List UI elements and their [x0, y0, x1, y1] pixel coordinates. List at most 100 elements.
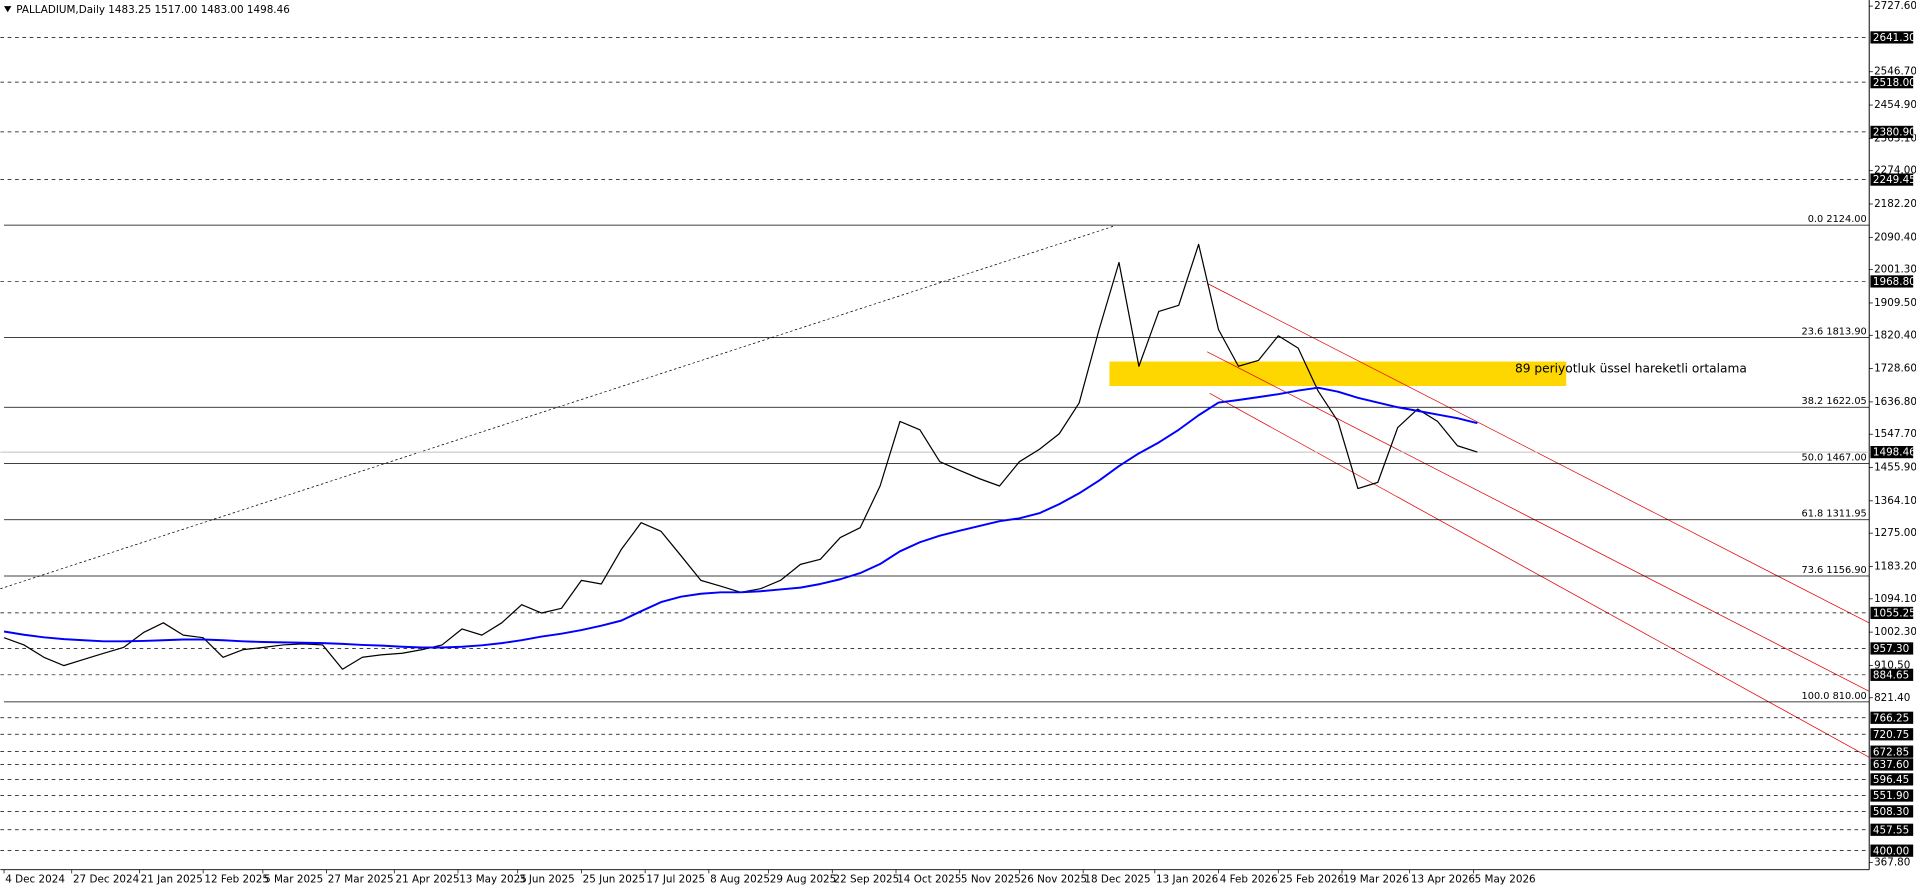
price-level-box — [1870, 606, 1914, 620]
ohlc-values: 1483.25 1517.00 1483.00 1498.46 — [108, 4, 290, 16]
price-level-box — [1870, 31, 1914, 44]
price-level-label: 457.55 — [1873, 824, 1909, 836]
fib-label: 50.0 1467.00 — [1802, 452, 1867, 463]
price-level-box — [1870, 745, 1914, 758]
price-level-label: 400.00 — [1873, 845, 1909, 857]
price-level-box — [1870, 823, 1914, 836]
price-level-label: 596.45 — [1873, 774, 1909, 786]
x-tick-label: 17 Jul 2025 — [646, 873, 705, 885]
y-tick-label: 1364.10 — [1874, 495, 1916, 507]
price-level-label: 957.30 — [1873, 643, 1909, 655]
x-tick-label: 27 Mar 2025 — [328, 873, 394, 885]
y-tick-label: 1455.90 — [1874, 462, 1916, 474]
x-tick-label: 5 Mar 2025 — [264, 873, 323, 885]
y-tick-label: 2182.20 — [1874, 198, 1916, 210]
price-level-box — [1870, 758, 1914, 771]
x-tick-label: 12 Feb 2025 — [204, 873, 269, 885]
x-tick-label: 25 Jun 2025 — [583, 873, 645, 885]
x-tick-label: 21 Jan 2025 — [141, 873, 203, 885]
price-level-box — [1870, 805, 1914, 818]
x-tick-label: 21 Apr 2025 — [395, 873, 459, 885]
support-zone — [1109, 361, 1567, 386]
price-level-label: 551.90 — [1873, 790, 1909, 802]
price-level-box — [1870, 844, 1914, 857]
price-level-label: 720.75 — [1873, 729, 1909, 741]
channel-middle — [1207, 351, 1870, 692]
y-tick-label: 821.40 — [1874, 692, 1910, 704]
y-tick-label: 1094.10 — [1874, 593, 1916, 605]
y-tick-label: 367.80 — [1874, 856, 1910, 868]
chart-header: PALLADIUM,Daily 1483.25 1517.00 1483.00 … — [16, 4, 290, 16]
x-tick-label: 4 Dec 2024 — [5, 873, 65, 885]
price-level-label: 2249.45 — [1873, 174, 1916, 186]
x-tick-label: 14 Oct 2025 — [897, 873, 961, 885]
x-tick-label: 29 Aug 2025 — [770, 873, 836, 885]
y-tick-label: 1820.40 — [1874, 329, 1916, 341]
y-tick-label: 910.50 — [1874, 659, 1910, 671]
y-tick-label: 1909.50 — [1874, 297, 1916, 309]
price-level-label: 637.60 — [1873, 759, 1909, 771]
header-icon — [4, 6, 12, 13]
x-tick-label: 18 Dec 2025 — [1084, 873, 1150, 885]
x-tick-label: 5 Nov 2025 — [961, 873, 1021, 885]
price-level-box — [1870, 642, 1914, 655]
y-tick-label: 2454.90 — [1874, 99, 1916, 111]
price-level-label: 2380.90 — [1873, 127, 1916, 139]
price-level-label: 884.65 — [1873, 669, 1909, 681]
last-price-label: 1498.46 — [1873, 447, 1916, 459]
y-tick-label: 2546.70 — [1874, 66, 1916, 78]
annotation: 89 periyotluk üssel hareketli ortalama — [1515, 361, 1747, 375]
price-level-box — [1870, 728, 1914, 741]
price-level-label: 1968.80 — [1873, 276, 1916, 288]
y-tick-label: 1002.30 — [1874, 626, 1916, 638]
channel-lower — [1209, 392, 1870, 758]
y-tick-label: 1547.70 — [1874, 428, 1916, 440]
fib-label: 38.2 1622.05 — [1802, 396, 1867, 407]
x-tick-label: 13 Jan 2026 — [1156, 873, 1218, 885]
price-line — [3, 243, 1478, 670]
x-tick-label: 26 Nov 2025 — [1021, 873, 1087, 885]
y-tick-label: 1636.80 — [1874, 396, 1916, 408]
fib-label: 61.8 1311.95 — [1802, 509, 1867, 520]
price-level-label: 508.30 — [1873, 806, 1909, 818]
fib-label: 73.6 1156.90 — [1802, 565, 1867, 576]
y-tick-label: 2727.60 — [1874, 0, 1916, 12]
ema-line — [3, 386, 1478, 649]
symbol: PALLADIUM,Daily — [16, 4, 105, 16]
x-tick-label: 27 Dec 2024 — [73, 873, 140, 885]
y-tick-label: 1728.60 — [1874, 363, 1916, 375]
x-tick-label: 4 Feb 2026 — [1220, 873, 1278, 885]
fib-label: 0.0 2124.00 — [1808, 214, 1867, 225]
y-tick-label: 1275.00 — [1874, 527, 1916, 539]
price-level-box — [1870, 173, 1914, 186]
price-level-box — [1870, 789, 1914, 802]
price-level-box — [1870, 668, 1914, 681]
price-level-box — [1870, 76, 1914, 89]
channel-upper — [1207, 283, 1870, 624]
price-level-label: 2641.30 — [1873, 32, 1916, 44]
x-tick-label: 22 Sep 2025 — [834, 873, 900, 885]
x-tick-label: 8 Aug 2025 — [710, 873, 770, 885]
fib-label: 23.6 1813.90 — [1802, 327, 1867, 338]
price-level-label: 672.85 — [1873, 746, 1909, 758]
x-tick-label: 13 Apr 2026 — [1411, 873, 1475, 885]
price-level-label: 2518.00 — [1873, 77, 1916, 89]
y-tick-label: 1183.20 — [1874, 560, 1916, 572]
x-tick-label: 5 May 2026 — [1475, 873, 1536, 885]
fib-label: 100.0 810.00 — [1802, 691, 1867, 702]
last-price-box — [1870, 445, 1914, 459]
price-level-label: 1055.25 — [1873, 608, 1916, 620]
price-level-box — [1870, 711, 1914, 724]
y-tick-label: 2001.30 — [1874, 264, 1916, 276]
y-tick-label: 2090.40 — [1874, 231, 1916, 243]
price-level-box — [1870, 275, 1914, 288]
price-level-box — [1870, 773, 1914, 786]
x-tick-label: 25 Feb 2026 — [1279, 873, 1344, 885]
x-tick-label: 19 Mar 2026 — [1343, 873, 1409, 885]
x-tick-label: 13 May 2025 — [459, 873, 527, 885]
price-level-box — [1870, 125, 1914, 139]
x-tick-label: 3 Jun 2025 — [519, 873, 575, 885]
price-level-label: 766.25 — [1873, 712, 1909, 724]
